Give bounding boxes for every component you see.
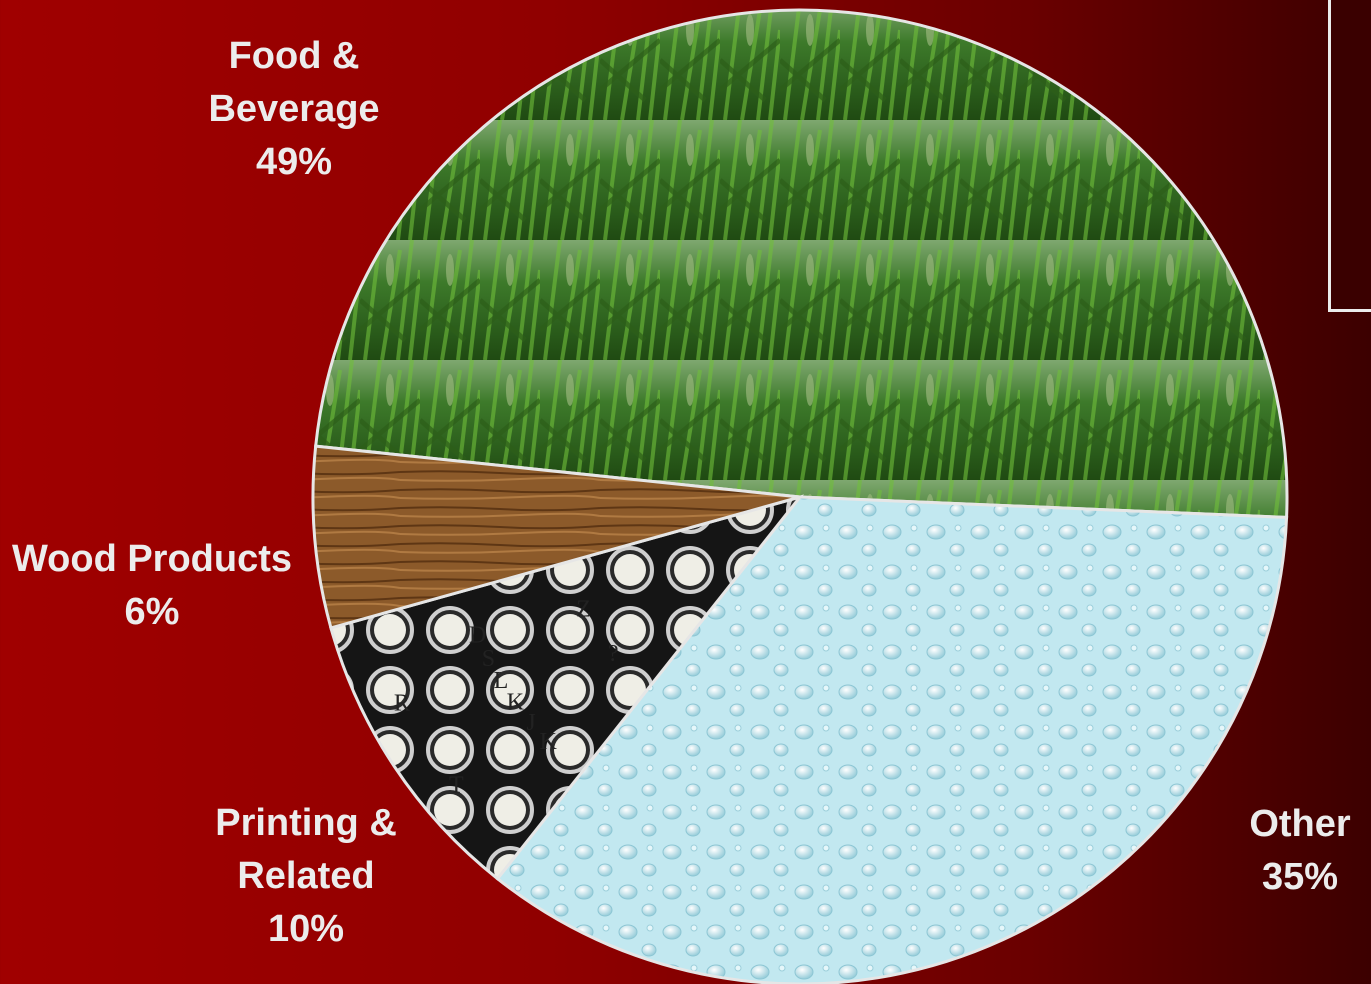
pie-slice-other (495, 495, 1289, 984)
typewriter-key-letter: Z (576, 597, 591, 623)
typewriter-key-letter: K (507, 690, 525, 716)
typewriter-key-letter: S (482, 646, 495, 672)
typewriter-key-letter: D (469, 623, 486, 649)
label-food-beverage-percent: 49% (255, 141, 333, 184)
typewriter-key-letter: J (526, 710, 535, 736)
typewriter-key-letter: T (449, 772, 464, 798)
label-food-beverage: Food & Beverage 49% (208, 30, 379, 190)
label-other-percent: 35% (1261, 856, 1339, 899)
label-wood-products: Wood Products 6% (12, 533, 292, 639)
pie-slice-printing-related (329, 494, 805, 881)
label-other-name: Other (1249, 803, 1351, 845)
label-other: Other 35% (1249, 798, 1350, 904)
typewriter-key-letter: ? (608, 641, 619, 667)
typewriter-key-letter: R (394, 691, 410, 717)
label-printing-related-name-1: Printing & (215, 802, 397, 844)
typewriter-key-letter: K (540, 729, 558, 755)
label-wood-products-percent: 6% (124, 591, 180, 634)
legend-box (1328, 0, 1371, 312)
typewriter-key-letter: L (494, 668, 509, 694)
label-food-beverage-name-1: Food & (228, 35, 360, 77)
label-printing-related-percent: 10% (267, 908, 345, 951)
label-printing-related: Printing & Related 10% (215, 797, 397, 957)
label-wood-products-name: Wood Products (11, 538, 293, 580)
pie-slice-food-beverage (314, 8, 1289, 519)
label-printing-related-name-2: Related (237, 855, 375, 898)
label-food-beverage-name-2: Beverage (208, 88, 380, 131)
pie-slice-wood-products (311, 444, 801, 630)
